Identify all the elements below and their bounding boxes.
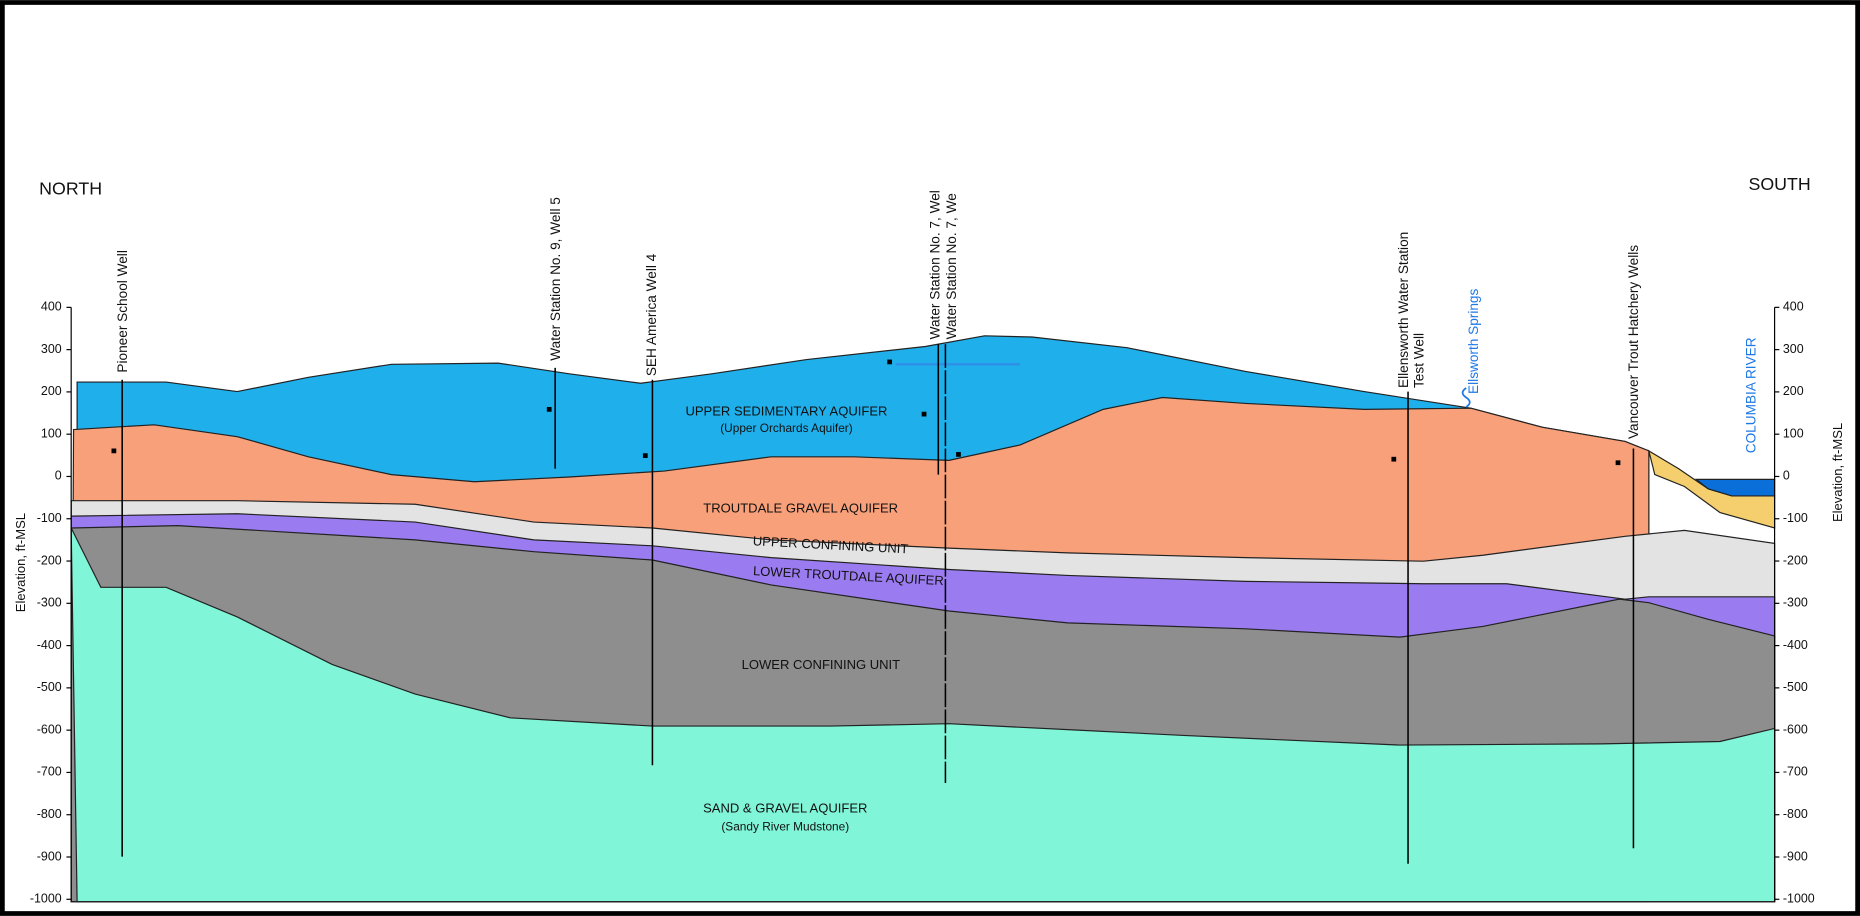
tick-label: -200 (37, 553, 62, 567)
tick-label: -800 (1783, 807, 1808, 821)
tick-label: -900 (37, 849, 62, 863)
tick-label: 0 (1783, 469, 1790, 483)
north-label: NORTH (39, 179, 102, 199)
tick-label: 300 (1783, 342, 1804, 356)
tick-label: 300 (41, 342, 62, 356)
tick-label: -600 (1783, 722, 1808, 736)
marker (642, 453, 648, 458)
well-label: Ellensworth Water Station (1396, 232, 1411, 388)
tick-label: 400 (41, 300, 62, 314)
spring-label: Ellsworth Springs (1466, 289, 1481, 394)
spring-icon (1461, 387, 1471, 408)
marker (887, 359, 893, 365)
tick-label: -300 (1783, 596, 1808, 610)
layer-subtitle: (Sandy River Mudstone) (721, 819, 849, 833)
axis-label-right: Elevation, ft-MSL (1830, 423, 1845, 522)
tick-label: -800 (37, 807, 62, 821)
layer-label: TROUTDALE GRAVEL AQUIFER (703, 501, 898, 516)
marker (956, 452, 961, 457)
river-label: COLUMBIA RIVER (1744, 337, 1759, 453)
tick-label: -1000 (30, 892, 62, 906)
tick-label: 100 (41, 426, 62, 440)
marker (1391, 456, 1397, 462)
tick-label: 100 (1783, 426, 1804, 440)
axis-label-left: Elevation, ft-MSL (13, 513, 28, 612)
tick-label: -100 (1783, 511, 1808, 525)
tick-label: -400 (37, 638, 62, 652)
tick-label: 200 (1783, 384, 1804, 398)
marker (111, 448, 117, 454)
south-label: SOUTH (1748, 174, 1810, 194)
well-label: SEH America Well 4 (644, 253, 659, 376)
tick-label: -500 (37, 680, 62, 694)
marker (921, 411, 927, 417)
tick-label: -700 (1783, 765, 1808, 779)
marker (1615, 460, 1621, 466)
well-label: Water Station No. 7, Wel (927, 190, 942, 339)
layer-label: LOWER CONFINING UNIT (742, 657, 901, 672)
layers (70, 335, 1776, 903)
tick-label: -400 (1783, 638, 1808, 652)
tick-label: 200 (41, 384, 62, 398)
well-label: Vancouver Trout Hatchery Wells (1626, 245, 1641, 439)
tick-label: -300 (37, 596, 62, 610)
tick-label: -200 (1783, 553, 1808, 567)
tick-label: -500 (1783, 680, 1808, 694)
tick-label: -900 (1783, 849, 1808, 863)
wells (111, 344, 1635, 864)
well-label: Pioneer School Well (115, 250, 130, 372)
tick-label: -100 (37, 511, 62, 525)
tick-label: -700 (37, 765, 62, 779)
layer-label: SAND & GRAVEL AQUIFER (703, 801, 867, 816)
well-label: Water Station No. 7, We (944, 193, 959, 339)
tick-label: -600 (37, 722, 62, 736)
tick-label: 400 (1783, 300, 1804, 314)
tick-label: 0 (55, 469, 62, 483)
layer-label: UPPER SEDIMENTARY AQUIFER (685, 403, 887, 418)
well-label: Test Well (1411, 333, 1426, 388)
river (1694, 478, 1776, 497)
tick-label: -1000 (1783, 892, 1815, 906)
well-label: Water Station No. 9, Well 5 (548, 197, 563, 361)
layer-subtitle: (Upper Orchards Aquifer) (720, 421, 853, 435)
marker (546, 406, 552, 412)
